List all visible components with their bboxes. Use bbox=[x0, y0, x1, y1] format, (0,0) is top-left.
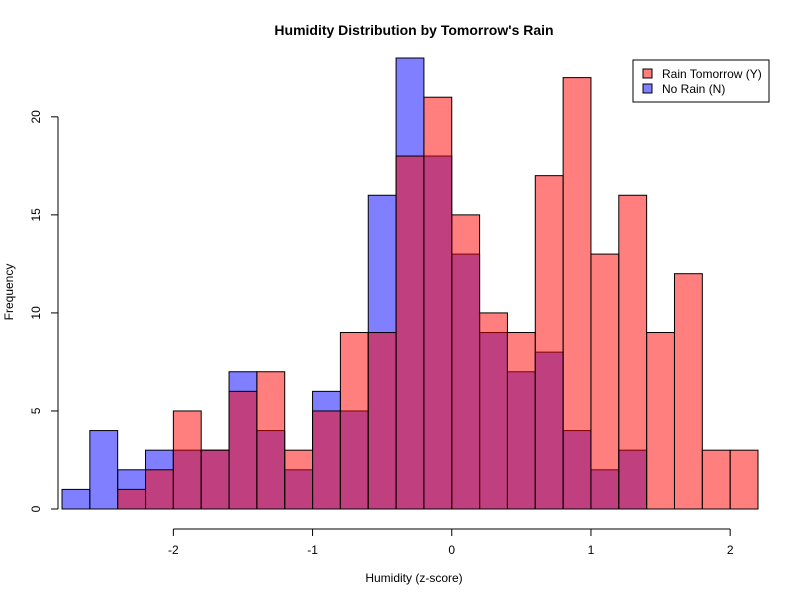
bar-rain-tomorrow-22 bbox=[673, 273, 703, 510]
bar-rain-tomorrow-16 bbox=[506, 332, 536, 510]
bar-rain-tomorrow-10 bbox=[339, 332, 369, 510]
bar-rain-tomorrow-21 bbox=[646, 332, 675, 510]
bar-rain-tomorrow-2 bbox=[117, 488, 147, 510]
bar-rain-tomorrow-4 bbox=[172, 410, 202, 510]
bar-rain-tomorrow-9 bbox=[312, 410, 341, 510]
legend: Rain Tomorrow (Y) No Rain (N) bbox=[632, 59, 770, 103]
y-tick-label-2: 10 bbox=[29, 306, 43, 320]
bar-rain-tomorrow-3 bbox=[145, 469, 174, 510]
x-axis: -2 -1 0 1 2 bbox=[168, 528, 734, 557]
bar-rain-tomorrow-12 bbox=[395, 155, 425, 510]
x-tick-label-1: -1 bbox=[307, 543, 318, 557]
x-axis-label: Humidity (z-score) bbox=[365, 571, 462, 585]
x-tick-label-3: 1 bbox=[588, 543, 595, 557]
y-tick-label-4: 20 bbox=[29, 110, 43, 124]
bar-no-rain-1 bbox=[89, 430, 119, 510]
y-tick-label-3: 15 bbox=[29, 208, 43, 222]
bar-rain-tomorrow-5 bbox=[200, 449, 230, 510]
y-axis-label: Frequency bbox=[2, 264, 16, 321]
y-tick-label-0: 0 bbox=[29, 505, 43, 512]
bar-rain-tomorrow-23 bbox=[701, 449, 731, 510]
legend-label-rain: Rain Tomorrow (Y) bbox=[662, 67, 762, 81]
x-tick-label-0: -2 bbox=[168, 543, 179, 557]
bar-rain-tomorrow-15 bbox=[479, 312, 508, 510]
bar-rain-tomorrow-20 bbox=[618, 194, 648, 510]
series-rain-tomorrow bbox=[117, 77, 759, 510]
bar-rain-tomorrow-7 bbox=[256, 371, 286, 510]
bar-rain-tomorrow-19 bbox=[590, 253, 620, 510]
y-tick-label-1: 5 bbox=[29, 407, 43, 414]
legend-label-no-rain: No Rain (N) bbox=[662, 82, 725, 96]
legend-swatch-rain bbox=[642, 68, 653, 79]
legend-box bbox=[632, 59, 770, 103]
bar-rain-tomorrow-11 bbox=[367, 332, 397, 510]
bar-rain-tomorrow-18 bbox=[562, 77, 592, 510]
bar-no-rain-0 bbox=[61, 488, 91, 510]
chart-title: Humidity Distribution by Tomorrow's Rain bbox=[274, 22, 553, 38]
bar-rain-tomorrow-8 bbox=[284, 449, 314, 510]
x-tick-label-2: 0 bbox=[448, 543, 455, 557]
bar-rain-tomorrow-24 bbox=[729, 449, 759, 510]
x-tick-label-4: 2 bbox=[727, 543, 734, 557]
bar-rain-tomorrow-13 bbox=[423, 96, 453, 510]
bar-rain-tomorrow-14 bbox=[451, 214, 481, 510]
bar-rain-tomorrow-17 bbox=[534, 175, 564, 510]
legend-swatch-no-rain bbox=[642, 83, 653, 94]
y-axis: 0 5 10 15 20 bbox=[29, 110, 59, 512]
bar-rain-tomorrow-6 bbox=[228, 390, 258, 510]
